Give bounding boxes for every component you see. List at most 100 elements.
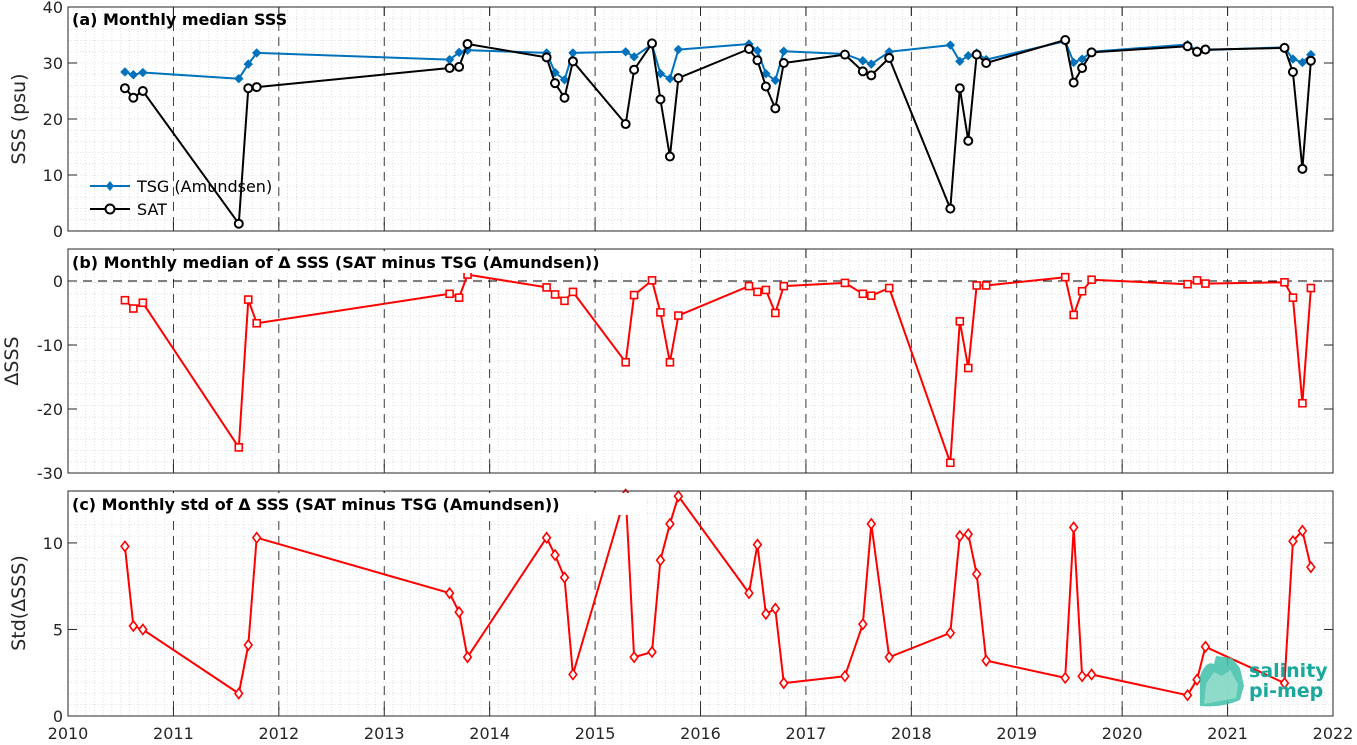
panel-c-series-0-point <box>665 517 675 531</box>
panel-a-series-1-point <box>760 81 771 92</box>
panel-a-series-1-point <box>1182 41 1193 52</box>
panel-c-title: (c) Monthly std of Δ SSS (SAT minus TSG … <box>72 495 560 514</box>
legend-sat-marker <box>104 203 116 215</box>
panel-b-series-0-point <box>1288 293 1298 302</box>
panel-b-series-0-point <box>129 304 138 313</box>
x-tick-label: 2014 <box>469 724 510 743</box>
panel-c-series-0-point <box>673 489 684 503</box>
panel-a-series-1-point <box>1060 35 1071 46</box>
panel-a-series-0-point <box>234 73 244 84</box>
panel-a-series-0-point <box>779 46 789 56</box>
panel-b-series-0-point <box>1069 310 1078 320</box>
panel-a-series-1-point <box>839 49 850 60</box>
panel-b-series-0-point <box>1087 275 1096 285</box>
panel-c-series-0-point <box>568 668 578 681</box>
panel-c-series-0-point <box>128 619 139 633</box>
panel-c-series-0-point <box>858 617 868 631</box>
panel-a-series-0-point <box>752 45 763 56</box>
panel-a-series-1-point <box>752 55 763 66</box>
panel-b-ytick-label: -10 <box>37 336 63 355</box>
panel-c-series-0-point <box>1200 640 1211 654</box>
panel-a-series-0-point <box>1068 57 1079 68</box>
panel-b-series-0-point <box>1306 283 1316 293</box>
panel-b-series-0-point <box>647 276 657 285</box>
panel-a-series-0-point <box>945 40 956 50</box>
panel-a-series-0-point <box>1288 54 1298 64</box>
panel-c-series-0-point <box>945 626 956 640</box>
panel-b-series-0-point <box>840 278 850 288</box>
panel-b-series-0-point <box>629 290 639 300</box>
panel-b-series-0-point <box>779 281 789 291</box>
panel-c-series-0-point <box>744 586 754 600</box>
panel-b-series-0-point <box>560 296 569 306</box>
panel-c-series-0-point <box>1086 668 1097 681</box>
panel-c-series-0-point <box>963 527 974 541</box>
x-tick-label: 2022 <box>1313 724 1354 743</box>
panel-a-series-1-point <box>1297 163 1308 174</box>
panel-a-series-0-point <box>243 59 253 69</box>
panel-b-series-0-point <box>1298 398 1307 408</box>
panel-b-series-0-point <box>656 308 665 317</box>
panel-a-series-0-point <box>454 47 464 58</box>
panel-a-series-0-point <box>620 47 631 57</box>
panel-b-series-0-point <box>753 287 762 297</box>
panel-a-series-1-point <box>971 49 982 60</box>
panel-c-series-0-point <box>559 571 570 584</box>
panel-b-series-0-point <box>234 443 244 452</box>
panel-c-series-0-point <box>629 650 639 664</box>
panel-b-series-0-point <box>955 317 965 326</box>
panel-c-ytick-label: 10 <box>43 534 63 553</box>
panel-c-series-0-point <box>770 602 781 616</box>
panel-c-series-0-point <box>1279 676 1290 690</box>
panel-a-series-0-point <box>120 67 130 77</box>
panel-a-series-1-point <box>629 64 640 75</box>
panel-a-series-0-point <box>655 68 666 79</box>
panel-a-series-1-point <box>444 63 455 74</box>
panel-a-series-0-point <box>1297 57 1308 68</box>
panel-c-series-0-point <box>884 650 895 664</box>
panel-a-series-0-point <box>963 51 973 61</box>
panel-b-series-0-point <box>1192 276 1202 285</box>
panel-a-marks <box>119 35 1316 229</box>
x-tick-label: 2018 <box>891 724 932 743</box>
panel-b-series-0-point <box>884 283 894 293</box>
x-tick-label: 2020 <box>1102 724 1143 743</box>
panel-a-series-1-point <box>1192 46 1203 57</box>
panel-c-series-0-point <box>462 650 473 664</box>
panel-b-series-0-point <box>972 281 981 290</box>
panel-a-series-1-point <box>550 78 561 89</box>
panel-a-series-1-point <box>673 73 684 84</box>
panel-a-series-1-point <box>137 86 148 96</box>
panel-a-series-0-point <box>955 56 965 67</box>
panel-a-series-0-point <box>858 56 868 66</box>
panel-c-series-0-point <box>1192 673 1202 686</box>
panel-a-series-0-point <box>665 73 675 84</box>
x-tick-labels: 2010 2011 2012 2013 2014 2015 2016 2017 2018 2019… <box>48 724 1354 743</box>
panel-a-legend: TSG (Amundsen) SAT <box>90 177 272 219</box>
panel-a-series-1-point <box>1287 66 1298 77</box>
panel-a-series-1-point <box>963 135 974 146</box>
panel-a-title: (a) Monthly median SSS <box>72 10 287 29</box>
x-tick-label: 2017 <box>786 724 827 743</box>
panel-c-series-0-point <box>752 538 763 551</box>
panel-b-series-0-point <box>858 289 868 299</box>
x-tick-label: 2021 <box>1207 724 1248 743</box>
panel-b-grid <box>68 249 1333 473</box>
x-tick-label: 2015 <box>575 724 616 743</box>
x-tick-label: 2019 <box>996 724 1037 743</box>
panel-b-marks <box>120 270 1316 468</box>
panel-c-series-0-point <box>840 669 850 683</box>
panel-a-ytick-label: 30 <box>43 54 63 73</box>
panel-c-ytick-label: 5 <box>53 620 63 639</box>
panel-b-series-0-point <box>1060 272 1070 282</box>
panel-c-ytick-label: 0 <box>53 707 63 726</box>
panel-b-series-0-point <box>138 298 148 308</box>
panel-c-series-0-point <box>243 638 254 652</box>
panel-a-series-0-point <box>251 48 262 58</box>
legend-tsg-label: TSG (Amundsen) <box>136 177 272 196</box>
panel-c-series-0-point <box>981 654 991 667</box>
panel-b-series-0-point <box>744 281 754 291</box>
x-tick-label: 2011 <box>153 724 194 743</box>
panel-b-series-0-point <box>963 363 973 373</box>
panel-a-series-1-point <box>251 82 262 93</box>
